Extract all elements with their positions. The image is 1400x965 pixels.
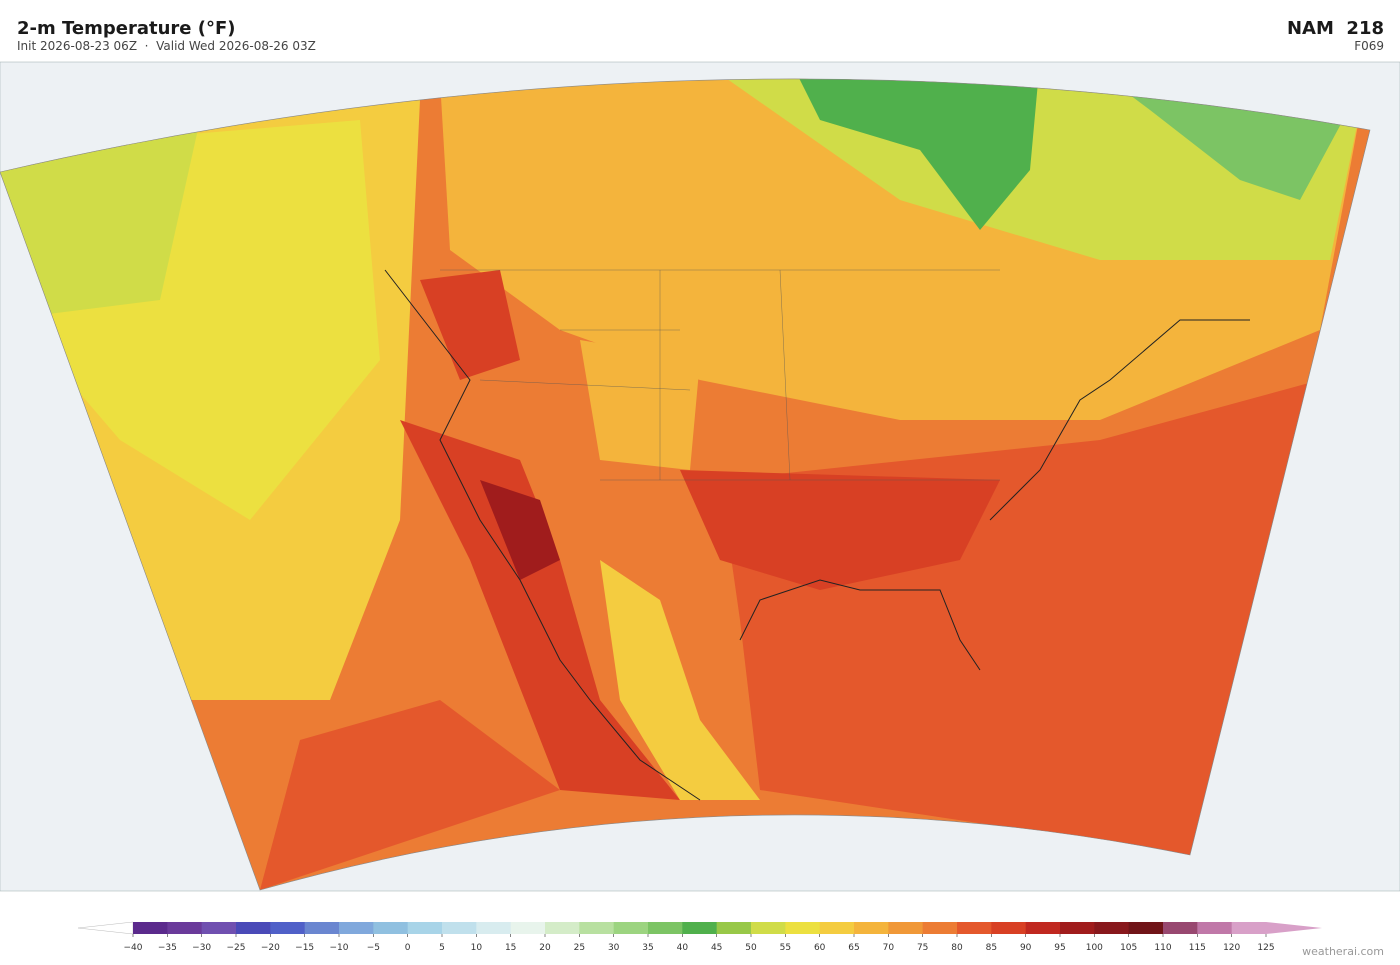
colorbar-bin xyxy=(1025,922,1061,934)
colorbar-tick-label: 100 xyxy=(1086,943,1103,953)
colorbar-tick-label: −25 xyxy=(227,943,246,953)
colorbar-bin xyxy=(270,922,306,934)
colorbar-tick-label: 75 xyxy=(917,943,928,953)
colorbar-bin xyxy=(476,922,512,934)
colorbar-bin xyxy=(819,922,855,934)
colorbar-under xyxy=(77,921,134,935)
colorbar-bin xyxy=(442,922,477,934)
colorbar-tick-label: 5 xyxy=(439,943,445,953)
colorbar-tick-label: 15 xyxy=(505,943,516,953)
colorbar-tick-label: −40 xyxy=(124,943,143,953)
colorbar-bin xyxy=(888,922,924,934)
colorbar-tick-label: 115 xyxy=(1189,943,1206,953)
colorbar: −40 −35 −30 −25 −20 −15 −10 −5 0 5 10 15 20 25 30 35 40 4… xyxy=(77,921,1322,953)
colorbar-over xyxy=(1266,922,1322,934)
colorbar-tick-label: −10 xyxy=(330,943,349,953)
map xyxy=(0,61,1400,892)
colorbar-bin xyxy=(991,922,1027,934)
colorbar-bin xyxy=(510,922,546,934)
colorbar-bin xyxy=(716,922,752,934)
colorbar-tick-label: 110 xyxy=(1154,943,1171,953)
colorbar-tick-label: 0 xyxy=(405,943,411,953)
colorbar-bin xyxy=(854,922,889,934)
colorbar-tick-label: 10 xyxy=(471,943,483,953)
colorbar-tick-label: 30 xyxy=(608,943,620,953)
colorbar-bin xyxy=(407,922,443,934)
colorbar-tick-label: −35 xyxy=(158,943,177,953)
title: 2-m Temperature (°F) xyxy=(17,18,236,39)
colorbar-bin xyxy=(373,922,409,934)
colorbar-tick-label: 125 xyxy=(1257,943,1274,953)
colorbar-bin xyxy=(1197,922,1233,934)
colorbar-tick-label: 35 xyxy=(642,943,653,953)
colorbar-tick-label: 60 xyxy=(814,943,826,953)
colorbar-bin xyxy=(682,922,718,934)
colorbar-bin xyxy=(339,922,374,934)
colorbar-tick-label: 65 xyxy=(848,943,859,953)
colorbar-bin xyxy=(1128,922,1164,934)
colorbar-bin xyxy=(304,922,340,934)
colorbar-tick-label: 20 xyxy=(539,943,551,953)
colorbar-bin xyxy=(545,922,580,934)
colorbar-tick-label: −30 xyxy=(192,943,211,953)
colorbar-bin xyxy=(1060,922,1095,934)
colorbar-bin xyxy=(922,922,958,934)
colorbar-tick-label: 45 xyxy=(711,943,722,953)
colorbar-bin xyxy=(648,922,683,934)
colorbar-bin xyxy=(613,922,649,934)
colorbar-bin xyxy=(579,922,615,934)
colorbar-tick-label: 50 xyxy=(745,943,757,953)
colorbar-tick-label: 70 xyxy=(883,943,895,953)
model: NAM 218 xyxy=(1287,18,1384,39)
colorbar-bin xyxy=(167,922,203,934)
colorbar-tick-label: 120 xyxy=(1223,943,1240,953)
colorbar-tick-label: 85 xyxy=(986,943,997,953)
colorbar-tick-label: 55 xyxy=(780,943,791,953)
colorbar-bin xyxy=(236,922,271,934)
colorbar-tick-label: 90 xyxy=(1020,943,1032,953)
colorbar-tick-label: 95 xyxy=(1054,943,1065,953)
colorbar-bin xyxy=(751,922,786,934)
colorbar-tick-label: 105 xyxy=(1120,943,1137,953)
colorbar-tick-label: 25 xyxy=(574,943,585,953)
colorbar-bin xyxy=(785,922,821,934)
forecast-hour: F069 xyxy=(1354,39,1384,53)
colorbar-bin xyxy=(1231,922,1267,934)
colorbar-tick-label: −15 xyxy=(295,943,314,953)
colorbar-tick-label: 80 xyxy=(951,943,963,953)
credit: weatherai.com xyxy=(1302,945,1384,958)
colorbar-bin xyxy=(1163,922,1198,934)
colorbar-bin xyxy=(957,922,992,934)
colorbar-bin xyxy=(1094,922,1130,934)
colorbar-tick-label: −5 xyxy=(367,943,380,953)
colorbar-tick-label: −20 xyxy=(261,943,280,953)
colorbar-bin xyxy=(133,922,168,934)
colorbar-tick-label: 40 xyxy=(677,943,689,953)
colorbar-bin xyxy=(201,922,237,934)
subtitle: Init 2026-08-23 06Z · Valid Wed 2026-08-… xyxy=(17,39,316,53)
